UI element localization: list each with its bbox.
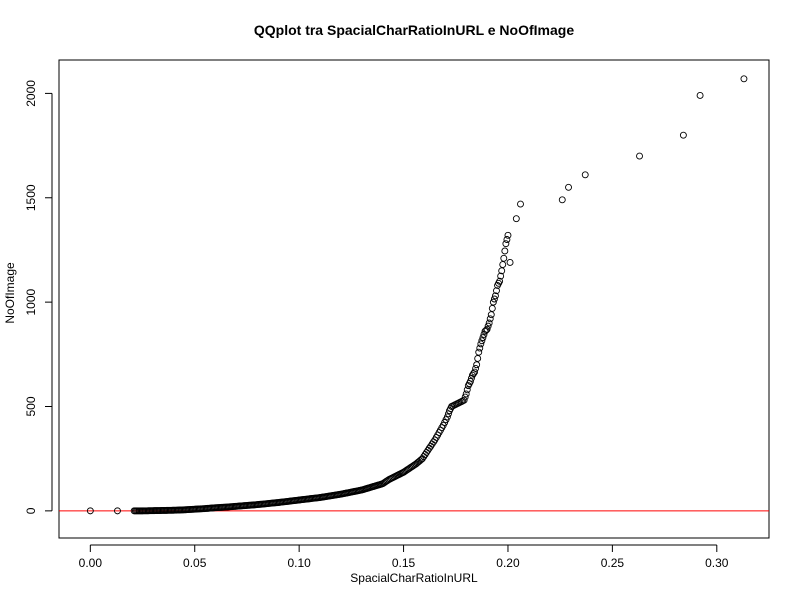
data-point [512,215,520,223]
data-point [636,152,643,160]
y-tick-label: 0 [24,507,38,514]
data-point [740,75,748,83]
data-point [442,416,450,424]
data-point [482,326,490,334]
data-point [86,507,94,515]
data-point [421,451,429,458]
data-point [502,240,510,248]
data-point [427,442,435,450]
data-point [483,325,491,333]
data-point [420,453,428,461]
data-point [501,247,509,255]
data-point [503,236,511,243]
x-axis-label: SpacialCharRatioInURL [350,571,478,585]
y-tick-label: 500 [24,396,38,416]
data-point [493,287,500,295]
data-point [581,171,589,179]
data-point [565,183,572,191]
data-point [467,374,475,382]
data-point [481,327,489,335]
data-point [472,364,480,372]
data-point [490,295,498,303]
y-tick-label: 2000 [24,80,38,107]
data-point [471,368,479,376]
data-point [506,259,514,266]
x-tick-label: 0.05 [183,556,207,570]
x-tick-label: 0.00 [79,556,103,570]
data-points [86,75,748,515]
data-point [462,390,470,398]
data-point [499,261,507,269]
data-point [488,304,496,312]
data-point [484,322,492,330]
data-point [500,254,508,262]
data-point [430,438,437,446]
data-point [679,131,687,139]
data-point [497,272,505,280]
data-point [459,397,467,405]
data-point [478,337,486,345]
x-tick-label: 0.30 [705,556,729,570]
x-tick-label: 0.10 [287,556,311,570]
data-point [480,331,488,338]
chart-title: QQplot tra SpacialCharRatioInURL e NoOfI… [254,22,574,38]
x-axis: 0.00 0.05 0.10 0.15 0.20 0.25 0.30 [79,544,729,570]
plot-area [58,59,770,539]
y-axis-label: NoOfImage [3,262,17,324]
data-point [463,386,471,394]
data-point [424,446,432,454]
data-point [485,319,493,327]
data-point [479,334,487,342]
data-point [504,231,512,239]
data-point [491,292,499,300]
data-point [382,477,390,485]
data-point [428,440,436,448]
y-axis: 0 500 1000 1500 2000 [24,80,53,514]
x-tick-label: 0.15 [392,556,416,570]
data-point [473,361,481,369]
data-point [423,448,430,456]
data-point [558,196,566,204]
x-tick-label: 0.25 [601,556,625,570]
data-point [487,311,495,319]
data-point [475,348,483,356]
data-point [425,444,433,452]
data-point [474,355,482,362]
data-point [476,344,484,352]
data-point [696,92,704,99]
y-tick-label: 1500 [24,184,38,211]
data-point [416,457,424,465]
data-point [477,340,485,348]
data-point [114,507,121,515]
y-tick-label: 1000 [24,288,38,315]
data-point [486,315,494,323]
data-point [495,279,503,287]
x-tick-label: 0.20 [496,556,520,570]
data-point [517,200,524,208]
data-point [461,393,469,401]
data-point [438,424,446,432]
